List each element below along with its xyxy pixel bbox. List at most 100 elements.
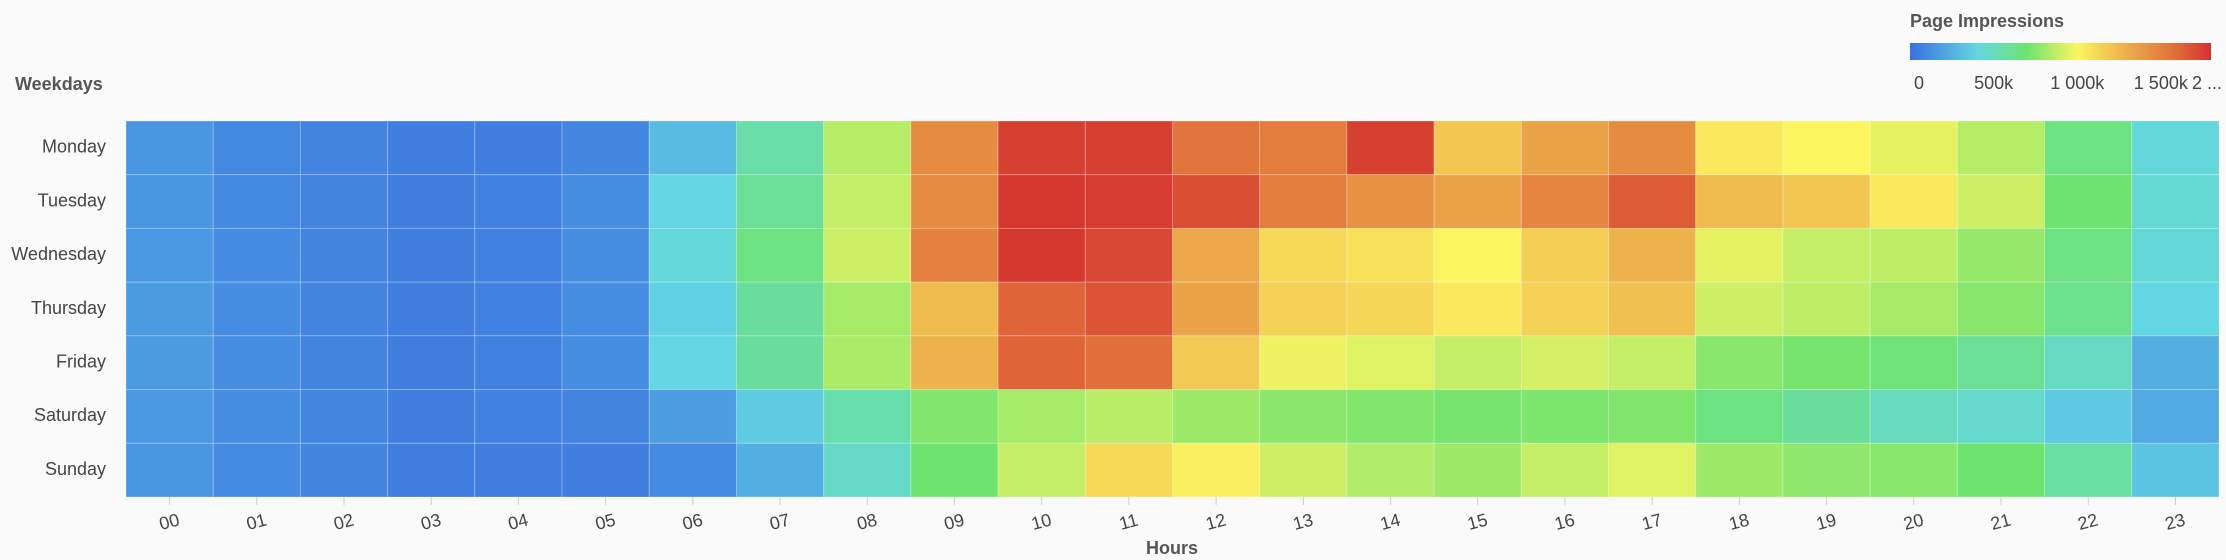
heat-cell <box>2131 335 2220 391</box>
x-tick-label: 12 <box>1204 510 1229 535</box>
heat-cell <box>125 120 214 176</box>
heat-cell <box>1172 281 1261 337</box>
heat-cell <box>1782 120 1871 176</box>
heat-cell <box>1695 281 1784 337</box>
y-tick-label: Wednesday <box>11 244 106 264</box>
heat-cell <box>1433 174 1522 229</box>
x-tick-label: 18 <box>1727 510 1752 535</box>
heat-cell <box>1259 442 1348 498</box>
heat-cell <box>910 227 999 283</box>
heat-cell <box>1520 335 1610 391</box>
heat-cell <box>212 335 301 391</box>
heat-cell <box>1433 335 1522 391</box>
heat-cell <box>997 120 1086 176</box>
heat-cell <box>2044 227 2133 283</box>
heat-cell <box>1259 120 1348 176</box>
heat-cell <box>2131 174 2220 229</box>
heat-cell <box>1346 227 1435 283</box>
heat-cell <box>1346 335 1435 391</box>
heat-cell <box>1520 227 1610 283</box>
heat-cell <box>474 227 563 283</box>
x-axis-title: Hours <box>1146 538 1198 558</box>
heat-cell <box>1084 120 1173 176</box>
legend-tick-label: 2 ... <box>2192 73 2222 93</box>
heat-cell <box>1259 174 1348 229</box>
heat-cell <box>1869 389 1958 444</box>
heat-cell <box>561 442 650 498</box>
heat-cell <box>2131 120 2220 176</box>
x-tick-label: 19 <box>1814 510 1839 535</box>
heat-cell <box>1869 442 1958 498</box>
x-tick-label: 21 <box>1988 510 2013 535</box>
heat-cell <box>1520 389 1610 444</box>
heat-cell <box>387 389 476 444</box>
heat-cell <box>125 227 214 283</box>
heat-cell <box>648 335 737 391</box>
heat-cell <box>735 442 825 498</box>
heat-cell <box>1695 335 1784 391</box>
y-axis-title: Weekdays <box>15 74 103 94</box>
heat-cell <box>2044 442 2133 498</box>
heat-cell <box>1956 120 2046 176</box>
heat-cell <box>735 174 825 229</box>
legend-title: Page Impressions <box>1910 11 2064 31</box>
heat-cell <box>1084 389 1173 444</box>
heat-cell <box>1346 174 1435 229</box>
heat-cell <box>474 335 563 391</box>
heat-cell <box>1695 442 1784 498</box>
heat-cell <box>1608 335 1697 391</box>
heat-cell <box>910 335 999 391</box>
heat-cell <box>474 389 563 444</box>
heat-cell <box>387 120 476 176</box>
heat-cell <box>1346 389 1435 444</box>
heat-cell <box>823 442 912 498</box>
heat-cell <box>1608 120 1697 176</box>
x-tick-label: 05 <box>593 510 618 535</box>
heat-cell <box>997 335 1086 391</box>
heat-cell <box>387 442 476 498</box>
heat-cell <box>1956 174 2046 229</box>
x-tick-label: 20 <box>1901 510 1926 535</box>
legend-tick-label: 0 <box>1914 73 1924 93</box>
heat-cell <box>561 389 650 444</box>
heat-cell <box>125 442 214 498</box>
heat-cell <box>1782 389 1871 444</box>
heat-cell <box>648 227 737 283</box>
heat-cell <box>910 442 999 498</box>
heat-cell <box>1433 281 1522 337</box>
heat-cell <box>648 174 737 229</box>
heat-cell <box>1956 335 2046 391</box>
heat-cell <box>2131 389 2220 444</box>
heat-cell <box>1695 120 1784 176</box>
heat-cell <box>2131 227 2220 283</box>
heat-cell <box>212 120 301 176</box>
heat-cell <box>125 174 214 229</box>
heat-cell <box>2131 281 2220 337</box>
heat-cell <box>1782 281 1871 337</box>
heat-cell <box>823 335 912 391</box>
heat-cell <box>1695 389 1784 444</box>
heat-cell <box>648 120 737 176</box>
x-tick-label: 16 <box>1552 510 1577 535</box>
heat-cell <box>735 281 825 337</box>
heat-cell <box>212 389 301 444</box>
x-tick-label: 11 <box>1117 510 1140 534</box>
heat-cell <box>1695 174 1784 229</box>
heat-cell <box>2131 442 2220 498</box>
heat-cell <box>387 335 476 391</box>
heat-cell <box>387 227 476 283</box>
heat-cell <box>387 281 476 337</box>
y-tick-label: Saturday <box>34 405 106 425</box>
heat-cell <box>1869 227 1958 283</box>
heat-cell <box>735 227 825 283</box>
heat-cell <box>997 281 1086 337</box>
x-tick-label: 00 <box>157 510 182 535</box>
heat-cell <box>212 174 301 229</box>
heat-cell <box>125 335 214 391</box>
legend-tick-label: 500k <box>1974 73 2014 93</box>
heat-cell <box>648 389 737 444</box>
heat-cell <box>561 335 650 391</box>
heat-cell <box>1869 120 1958 176</box>
heat-cell <box>474 174 563 229</box>
heat-cell <box>1259 389 1348 444</box>
